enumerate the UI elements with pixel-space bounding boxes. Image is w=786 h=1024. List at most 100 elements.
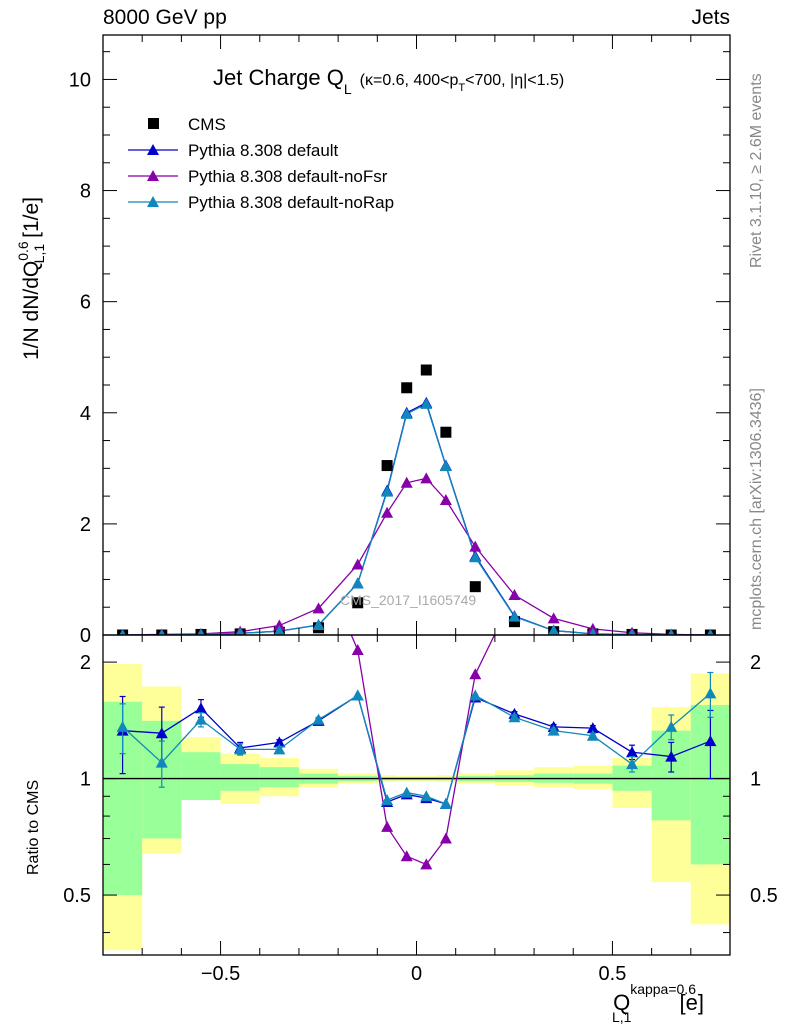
analysis-label: Jets xyxy=(691,6,730,29)
legend-marker-cms xyxy=(148,118,159,129)
ratio-marker xyxy=(626,746,639,758)
ratio-marker xyxy=(117,502,129,513)
ratio-marker xyxy=(547,724,560,736)
ratio-marker xyxy=(626,758,639,770)
data-point-series-3 xyxy=(381,485,394,497)
process-label: 8000 GeV pp xyxy=(103,6,227,29)
data-point-series-2 xyxy=(312,602,325,614)
data-point-series-2 xyxy=(469,540,482,552)
ratio-line-series-1 xyxy=(350,635,496,866)
data-point-series-3 xyxy=(588,627,597,635)
ratio-marker xyxy=(155,727,168,739)
data-point-series-3 xyxy=(197,628,205,635)
legend: CMS Pythia 8.308 default Pythia 8.308 de… xyxy=(128,115,394,212)
data-point-cms xyxy=(469,581,481,593)
ratio-y-tick-label-left: 0.5 xyxy=(63,885,91,907)
ratio-marker xyxy=(586,722,599,734)
main-y-tick-label: 0 xyxy=(80,625,91,647)
main-line-series-2 xyxy=(122,477,711,635)
main-line-series-3 xyxy=(122,402,711,635)
data-point-series-3 xyxy=(508,610,521,622)
ratio-marker xyxy=(381,820,394,832)
data-point-series-3 xyxy=(119,629,126,635)
data-point-series-2 xyxy=(547,612,560,624)
ratio-marker xyxy=(420,858,433,870)
chart-title: Jet Charge QL (κ=0.6, 400<pT<700, |η|<1.5… xyxy=(213,65,564,97)
ratio-marker xyxy=(508,711,521,723)
main-y-tick-label: 2 xyxy=(80,514,91,536)
data-point-series-3 xyxy=(235,627,245,635)
data-point-series-3 xyxy=(420,397,433,409)
data-point-series-3 xyxy=(628,628,636,635)
band-inner-bin xyxy=(181,752,221,801)
ratio-marker xyxy=(234,502,246,513)
main-panel: 0 2 4 6 8 10 xyxy=(69,34,731,647)
ratio-marker xyxy=(195,502,207,513)
data-point-cms xyxy=(352,597,364,609)
main-y-tick-label: 8 xyxy=(80,181,91,203)
data-point-series-3 xyxy=(273,625,285,635)
main-y-tick-label: 6 xyxy=(80,292,91,314)
data-point-cms xyxy=(420,364,432,376)
legend-label-cms: CMS xyxy=(188,115,226,134)
data-point-series-3 xyxy=(351,577,364,589)
data-point-cms xyxy=(401,382,413,394)
ratio-marker xyxy=(312,713,325,725)
data-point-series-3 xyxy=(667,629,675,635)
ratio-series xyxy=(116,502,717,870)
ratio-marker xyxy=(704,735,717,747)
main-y-tick-label: 4 xyxy=(80,403,91,425)
ratio-marker xyxy=(665,720,678,732)
ratio-marker xyxy=(194,702,207,714)
main-y-axis-label: 1/N dN/dQ0.6L,1[1/e] xyxy=(15,197,47,360)
ratio-marker xyxy=(194,713,207,725)
ratio-marker xyxy=(400,786,413,798)
legend-label-default: Pythia 8.308 default xyxy=(188,141,339,160)
ratio-marker xyxy=(665,502,677,513)
data-point-cms xyxy=(440,426,452,438)
main-series xyxy=(117,364,716,635)
ratio-y-tick-label-left: 1 xyxy=(80,769,91,791)
data-point-series-2 xyxy=(420,472,433,484)
legend-marker-norap xyxy=(147,196,159,207)
legend-label-nofsr: Pythia 8.308 default-noFsr xyxy=(188,167,388,186)
data-point-series-2 xyxy=(400,476,413,488)
ratio-marker xyxy=(587,502,599,513)
ratio-marker xyxy=(420,790,433,802)
ratio-marker xyxy=(351,643,364,655)
x-tick-label: −0.5 xyxy=(201,963,240,985)
data-point-series-2 xyxy=(273,619,286,631)
ratio-marker xyxy=(313,553,325,564)
ratio-line-series-2 xyxy=(122,692,711,805)
data-point-series-3 xyxy=(547,624,560,635)
main-y-tick-label: 10 xyxy=(69,69,91,91)
ratio-marker xyxy=(156,502,168,513)
ratio-marker xyxy=(586,729,599,741)
band-inner-bin xyxy=(220,764,260,791)
watermark: CMS_2017_I1605749 xyxy=(340,592,476,608)
ratio-marker xyxy=(273,502,285,513)
data-point-series-2 xyxy=(508,589,521,600)
ratio-marker xyxy=(351,689,364,701)
ratio-line-series-0 xyxy=(122,694,711,805)
ratio-marker xyxy=(704,687,717,699)
data-point-series-3 xyxy=(707,629,714,635)
ratio-marker xyxy=(155,756,168,768)
ratio-y-tick-label-left: 2 xyxy=(80,652,91,674)
ratio-marker xyxy=(273,736,286,748)
data-point-series-3 xyxy=(158,629,166,635)
ratio-marker xyxy=(234,743,247,755)
ratio-marker xyxy=(116,720,129,732)
x-tick-label: 0.5 xyxy=(599,963,627,985)
data-point-series-3 xyxy=(312,619,325,630)
data-point-series-2 xyxy=(439,494,452,505)
data-point-cms xyxy=(381,460,393,472)
ratio-marker xyxy=(273,743,286,755)
ratio-y-axis-label: Ratio to CMS xyxy=(25,780,42,875)
ratio-marker xyxy=(665,750,678,762)
ratio-marker xyxy=(704,502,716,513)
ratio-marker xyxy=(439,832,452,844)
legend-marker-default xyxy=(147,144,159,155)
data-point-series-3 xyxy=(439,460,452,472)
